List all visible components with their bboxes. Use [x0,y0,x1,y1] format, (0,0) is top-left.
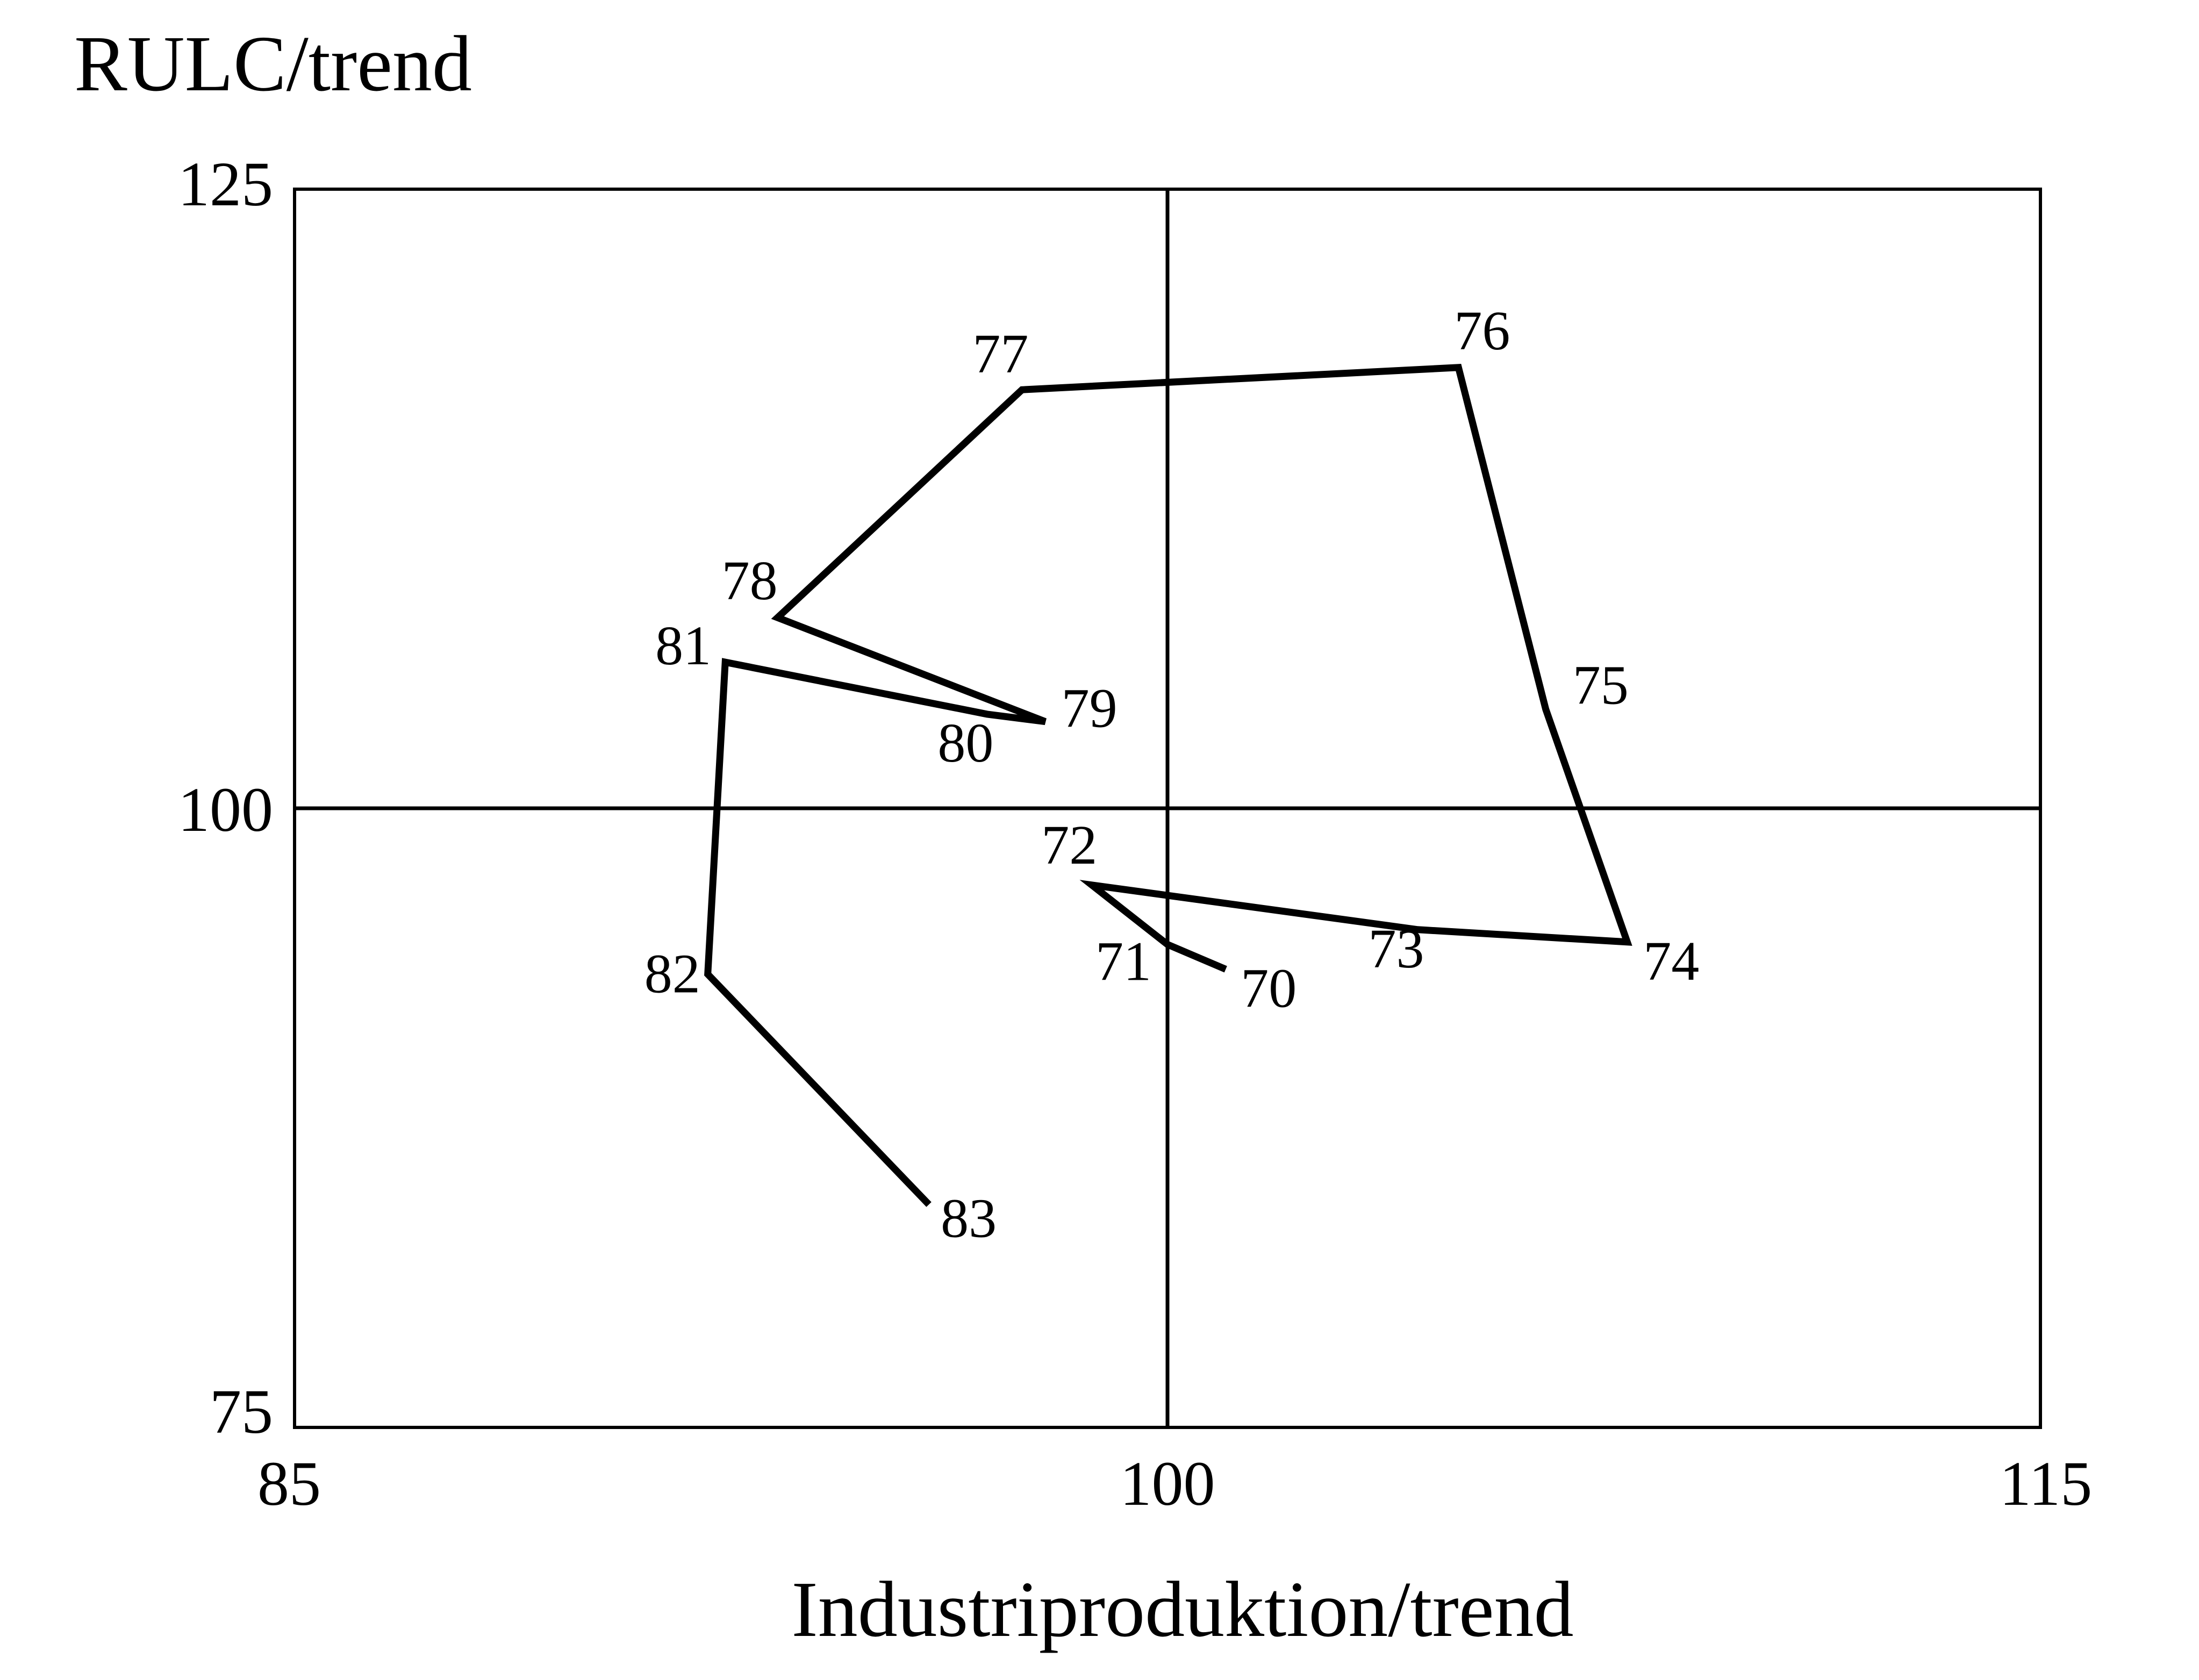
point-label-72: 72 [1041,814,1097,876]
point-labels: 70 71 72 73 74 75 76 77 78 79 80 81 82 83 [644,300,1700,1250]
point-label-77: 77 [972,323,1028,385]
point-label-76: 76 [1454,300,1510,362]
x-tick-label: 115 [2000,1448,2093,1519]
point-label-73: 73 [1369,918,1424,980]
x-tick-labels: 85 100 115 [257,1448,2092,1519]
point-label-70: 70 [1241,958,1297,1020]
point-label-81: 81 [655,615,711,677]
point-label-78: 78 [722,550,778,612]
y-tick-labels: 125 100 75 [178,149,273,1447]
x-axis-title: Industriproduktion/trend [791,1566,1573,1654]
y-axis-title: RULC/trend [74,20,472,108]
point-label-82: 82 [644,943,700,1005]
x-tick-label: 85 [257,1448,321,1519]
y-tick-label: 125 [178,149,273,219]
point-label-74: 74 [1643,930,1699,992]
point-label-71: 71 [1095,930,1151,992]
x-tick-label: 100 [1120,1448,1215,1519]
y-tick-label: 75 [210,1376,273,1447]
point-label-80: 80 [937,712,993,774]
series-line [704,364,1632,1207]
point-label-79: 79 [1062,678,1118,740]
y-tick-label: 100 [178,774,273,845]
point-label-75: 75 [1573,655,1629,716]
point-label-83: 83 [941,1187,997,1249]
